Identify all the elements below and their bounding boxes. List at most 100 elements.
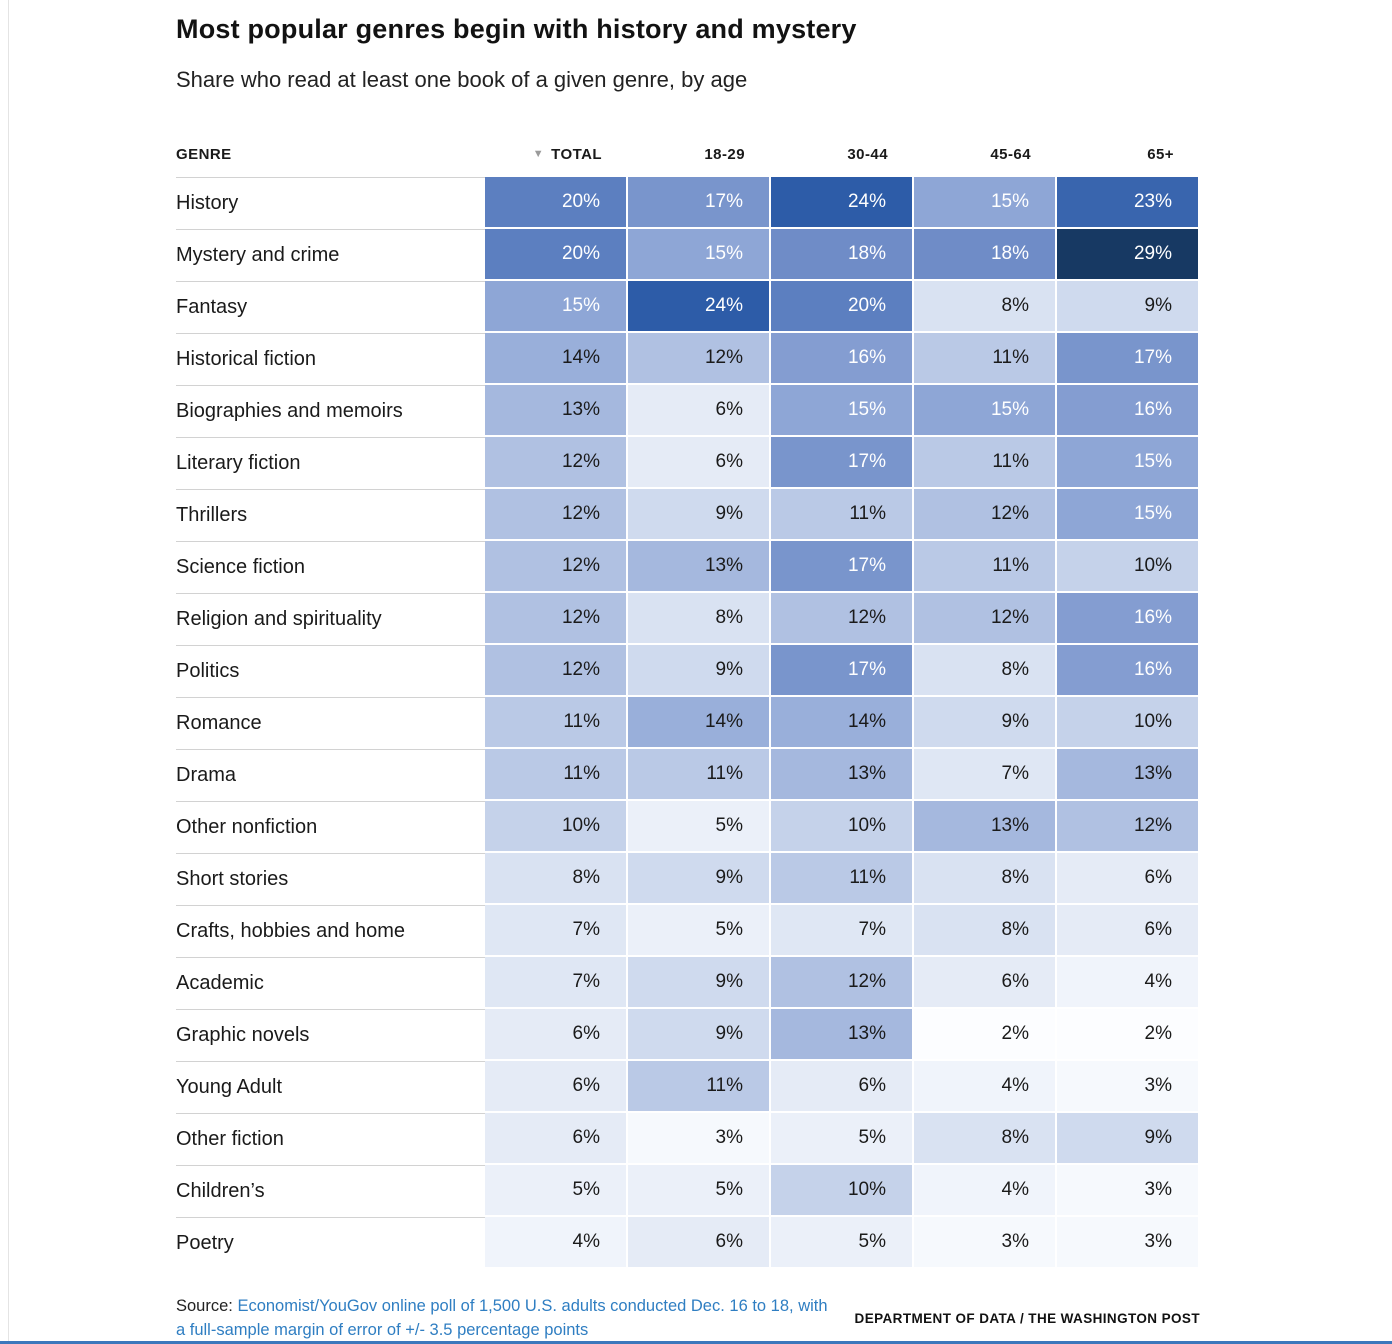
value-cell: 12% [485,645,628,697]
value-cell: 14% [771,697,914,749]
value-cell: 15% [914,385,1057,437]
heatmap-table-body: History 20% 17% 24% 15% 23% Mystery and crime 2… [176,177,1200,1269]
column-header-label: TOTAL [551,145,602,163]
value-cell: 13% [485,385,628,437]
value-cell: 12% [771,957,914,1009]
value-cell: 5% [485,1165,628,1217]
value-cell: 9% [628,645,771,697]
genre-label: Other nonfiction [176,801,485,853]
value-cell: 24% [771,177,914,229]
value-cell: 18% [914,229,1057,281]
value-cell: 3% [1057,1061,1200,1113]
value-cell: 8% [914,281,1057,333]
value-cell: 13% [628,541,771,593]
genre-label: Literary fiction [176,437,485,489]
value-cell: 4% [1057,957,1200,1009]
value-cell: 4% [914,1061,1057,1113]
value-cell: 16% [1057,645,1200,697]
value-cell: 6% [628,385,771,437]
value-cell: 16% [771,333,914,385]
byline-credit: DEPARTMENT OF DATA / THE WASHINGTON POST [854,1311,1200,1327]
genre-label: Young Adult [176,1061,485,1113]
value-cell: 11% [628,1061,771,1113]
value-cell: 16% [1057,385,1200,437]
value-cell: 15% [485,281,628,333]
genre-label: Politics [176,645,485,697]
value-cell: 6% [914,957,1057,1009]
column-header-65-[interactable]: 65+ [1057,146,1200,163]
source-link[interactable]: Economist/YouGov online poll of 1,500 U.… [176,1297,828,1339]
value-cell: 29% [1057,229,1200,281]
value-cell: 12% [485,489,628,541]
genre-label: Crafts, hobbies and home [176,905,485,957]
value-cell: 12% [1057,801,1200,853]
value-cell: 11% [628,749,771,801]
value-cell: 6% [628,1217,771,1269]
table-row: Crafts, hobbies and home 7% 5% 7% 8% 6% [176,905,1200,957]
value-cell: 15% [628,229,771,281]
genre-label: Historical fiction [176,333,485,385]
table-row: Other fiction 6% 3% 5% 8% 9% [176,1113,1200,1165]
value-cell: 23% [1057,177,1200,229]
value-cell: 10% [771,801,914,853]
value-cell: 9% [1057,281,1200,333]
table-row: Mystery and crime 20% 15% 18% 18% 29% [176,229,1200,281]
column-header-genre[interactable]: GENRE [176,145,232,163]
value-cell: 5% [628,801,771,853]
value-cell: 8% [914,645,1057,697]
page-left-rule [8,0,9,1344]
table-row: Poetry 4% 6% 5% 3% 3% [176,1217,1200,1269]
table-row: History 20% 17% 24% 15% 23% [176,177,1200,229]
value-cell: 24% [628,281,771,333]
value-cell: 15% [1057,489,1200,541]
table-row: Children’s 5% 5% 10% 4% 3% [176,1165,1200,1217]
table-row: Religion and spirituality 12% 8% 12% 12% 16% [176,593,1200,645]
table-row: Short stories 8% 9% 11% 8% 6% [176,853,1200,905]
genre-label: Graphic novels [176,1009,485,1061]
sort-descending-icon[interactable]: ▼ [532,147,545,160]
value-cell: 15% [1057,437,1200,489]
value-cell: 8% [628,593,771,645]
value-cell: 3% [628,1113,771,1165]
value-cell: 5% [771,1217,914,1269]
value-cell: 2% [914,1009,1057,1061]
value-cell: 20% [485,229,628,281]
value-cell: 12% [485,437,628,489]
table-row: Young Adult 6% 11% 6% 4% 3% [176,1061,1200,1113]
column-header-45-64[interactable]: 45-64 [914,146,1057,163]
genre-label: Drama [176,749,485,801]
column-header-total[interactable]: ▼ TOTAL [485,146,628,163]
value-cell: 6% [485,1061,628,1113]
value-cell: 20% [485,177,628,229]
value-cell: 14% [628,697,771,749]
value-cell: 9% [628,853,771,905]
value-cell: 4% [485,1217,628,1269]
value-cell: 12% [485,541,628,593]
value-cell: 6% [1057,853,1200,905]
genre-label: History [176,177,485,229]
value-cell: 17% [628,177,771,229]
value-cell: 17% [771,645,914,697]
bottom-blue-rule [0,1341,1392,1344]
value-cell: 6% [1057,905,1200,957]
value-cell: 3% [1057,1217,1200,1269]
value-cell: 10% [485,801,628,853]
value-cell: 7% [914,749,1057,801]
genre-label: Poetry [176,1217,485,1269]
genre-label: Biographies and memoirs [176,385,485,437]
value-cell: 11% [771,853,914,905]
value-cell: 8% [485,853,628,905]
genre-label: Short stories [176,853,485,905]
genre-label: Other fiction [176,1113,485,1165]
value-cell: 9% [628,1009,771,1061]
value-cell: 15% [914,177,1057,229]
value-cell: 10% [771,1165,914,1217]
value-cell: 3% [914,1217,1057,1269]
value-cell: 3% [1057,1165,1200,1217]
genre-label: Children’s [176,1165,485,1217]
column-header-18-29[interactable]: 18-29 [628,146,771,163]
value-cell: 17% [771,437,914,489]
column-header-30-44[interactable]: 30-44 [771,146,914,163]
article-chart-block: Most popular genres begin with history a… [176,14,1200,1339]
value-cell: 9% [628,489,771,541]
